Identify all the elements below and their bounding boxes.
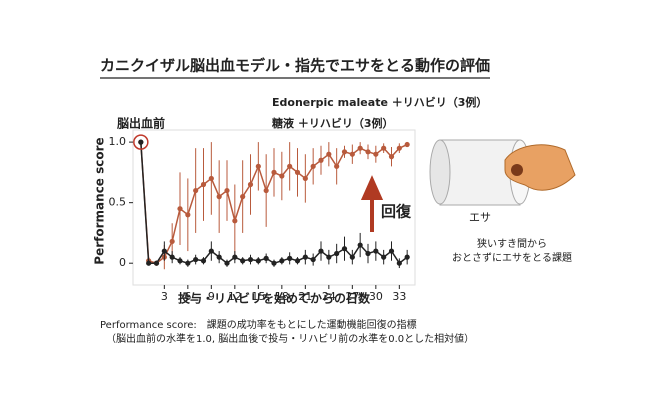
x-axis-label: 投与・リハビリを始めてからの日数 [178, 291, 371, 306]
chart-title: カニクイザル脳出血モデル・指先でエサをとる動作の評価 [100, 57, 490, 75]
data-point [240, 194, 246, 200]
x-tick-label: 9 [208, 290, 215, 303]
data-point [341, 246, 348, 252]
annotation: 回復 [381, 203, 412, 221]
legend-entry: 糖液 ＋リハビリ（3例） [272, 116, 393, 130]
x-tick-label: 21 [298, 290, 312, 303]
data-point [255, 163, 261, 169]
x-tick-label: 18 [275, 290, 289, 303]
data-point [185, 212, 191, 218]
y-tick-label: 0 [119, 256, 126, 269]
data-point [177, 206, 183, 212]
data-point [381, 254, 387, 260]
illustration-caption: おとさずにエサをとる課題 [452, 251, 572, 264]
x-tick-label: 15 [251, 290, 265, 303]
data-point [365, 149, 371, 155]
data-point [326, 254, 332, 260]
x-tick-label: 12 [228, 290, 242, 303]
data-point [208, 175, 214, 182]
x-tick-label: 6 [184, 290, 191, 303]
data-point [146, 260, 152, 266]
y-tick-label: 1.0 [109, 135, 127, 148]
data-point [153, 260, 160, 266]
data-point [240, 258, 246, 264]
data-point [216, 194, 222, 200]
data-point [193, 187, 199, 194]
data-point [388, 248, 395, 254]
data-point [287, 255, 293, 261]
data-point [232, 218, 238, 224]
data-point [404, 141, 410, 148]
data-point [177, 258, 183, 264]
data-point [357, 242, 363, 248]
data-point [396, 145, 402, 151]
data-point [294, 169, 301, 175]
x-tick-label: 27 [345, 290, 359, 303]
data-point [349, 254, 355, 260]
data-point [404, 254, 410, 260]
data-point [318, 248, 324, 254]
data-point [365, 250, 371, 257]
data-point [334, 163, 340, 169]
data-point [318, 157, 324, 163]
data-point [279, 173, 285, 179]
recovery-arrow [360, 175, 384, 232]
y-axis-label: Performance score [93, 137, 107, 264]
data-point [310, 256, 316, 263]
data-point [169, 238, 175, 245]
data-point [271, 260, 277, 266]
data-point [271, 169, 277, 175]
data-point [200, 258, 207, 264]
data-point [326, 151, 332, 157]
data-point [255, 258, 261, 264]
data-point [263, 255, 269, 261]
data-point [263, 187, 269, 194]
data-point [302, 175, 308, 182]
illustration-caption: 狭いすき間から [477, 237, 547, 250]
data-point [208, 248, 214, 254]
legend-entry: Edonerpic maleate ＋リハビリ（3例） [272, 95, 487, 109]
data-point [341, 149, 348, 155]
footnote: Performance score: 課題の成功率をもとにした運動機能回復の指標 [100, 318, 417, 331]
x-tick-label: 33 [392, 290, 406, 303]
pre-marker [133, 134, 149, 150]
data-point [388, 154, 395, 160]
data-point [247, 181, 254, 188]
data-point [224, 260, 230, 266]
data-point [381, 145, 387, 151]
data-point [193, 256, 199, 263]
data-point [294, 258, 301, 264]
data-point [200, 181, 207, 188]
data-point [185, 260, 191, 266]
x-tick-label: 30 [369, 290, 383, 303]
plot-frame [132, 129, 416, 286]
data-point [349, 151, 355, 157]
data-point [161, 248, 167, 254]
data-point [302, 254, 308, 260]
footnote: （脳出血前の水準を1.0, 脳出血後で投与・リハビリ前の水準を0.0とした相対値… [106, 332, 474, 345]
annotation: 脳出血前 [117, 116, 165, 131]
x-tick-label: 3 [161, 290, 168, 303]
data-point [373, 151, 379, 157]
illustration-label: エサ [469, 211, 491, 224]
data-point [232, 254, 238, 260]
data-point [287, 163, 293, 169]
data-point [396, 260, 402, 266]
x-tick-label: 24 [322, 290, 336, 303]
data-point [247, 256, 254, 263]
illustration [429, 139, 576, 206]
data-point [169, 254, 175, 260]
y-tick-label: 0.5 [109, 196, 127, 209]
data-point [279, 258, 285, 264]
data-point [224, 187, 230, 194]
data-point [138, 139, 144, 145]
data-point [216, 254, 222, 260]
data-point [310, 163, 316, 169]
data-point [373, 248, 379, 254]
data-point [357, 145, 363, 151]
data-point [334, 250, 340, 257]
